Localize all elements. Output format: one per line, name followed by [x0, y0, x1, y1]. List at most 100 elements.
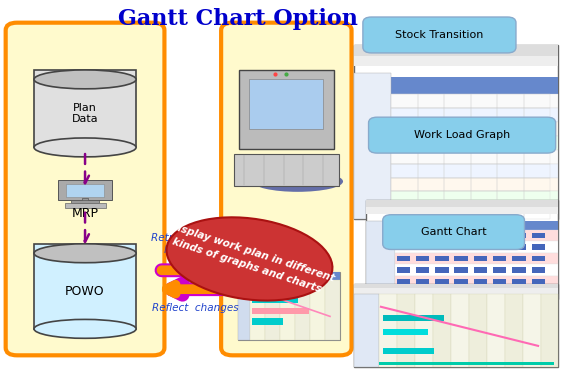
- FancyBboxPatch shape: [391, 191, 558, 205]
- FancyBboxPatch shape: [454, 233, 468, 239]
- FancyBboxPatch shape: [354, 284, 558, 289]
- FancyBboxPatch shape: [523, 294, 540, 367]
- FancyBboxPatch shape: [354, 288, 558, 294]
- FancyBboxPatch shape: [325, 280, 340, 340]
- FancyBboxPatch shape: [512, 267, 526, 273]
- FancyBboxPatch shape: [473, 279, 487, 284]
- Text: MRP: MRP: [71, 207, 99, 220]
- FancyBboxPatch shape: [395, 230, 558, 241]
- FancyBboxPatch shape: [395, 253, 558, 264]
- FancyBboxPatch shape: [512, 290, 526, 296]
- FancyBboxPatch shape: [391, 205, 558, 219]
- FancyBboxPatch shape: [295, 280, 310, 340]
- FancyBboxPatch shape: [252, 296, 298, 303]
- FancyBboxPatch shape: [366, 200, 558, 207]
- Text: Gantt Chart: Gantt Chart: [421, 227, 486, 237]
- FancyBboxPatch shape: [395, 276, 558, 287]
- FancyBboxPatch shape: [493, 233, 506, 239]
- FancyBboxPatch shape: [391, 122, 558, 136]
- Text: Reflect  changes: Reflect changes: [153, 303, 239, 313]
- FancyBboxPatch shape: [252, 318, 283, 325]
- FancyBboxPatch shape: [531, 279, 545, 284]
- FancyBboxPatch shape: [396, 233, 410, 239]
- FancyBboxPatch shape: [415, 294, 433, 367]
- FancyBboxPatch shape: [391, 94, 558, 108]
- FancyBboxPatch shape: [416, 279, 429, 284]
- FancyBboxPatch shape: [354, 73, 391, 219]
- FancyBboxPatch shape: [366, 221, 395, 299]
- FancyBboxPatch shape: [71, 200, 99, 203]
- FancyBboxPatch shape: [383, 329, 428, 335]
- FancyBboxPatch shape: [512, 279, 526, 284]
- FancyBboxPatch shape: [435, 233, 448, 239]
- FancyBboxPatch shape: [366, 207, 558, 214]
- Ellipse shape: [252, 171, 343, 192]
- FancyBboxPatch shape: [493, 244, 506, 250]
- FancyBboxPatch shape: [354, 294, 379, 367]
- Ellipse shape: [34, 244, 136, 263]
- FancyBboxPatch shape: [454, 256, 468, 261]
- FancyBboxPatch shape: [512, 233, 526, 239]
- FancyBboxPatch shape: [66, 184, 104, 197]
- Ellipse shape: [34, 70, 136, 89]
- FancyBboxPatch shape: [395, 221, 558, 230]
- FancyBboxPatch shape: [383, 349, 434, 354]
- FancyBboxPatch shape: [451, 294, 469, 367]
- FancyBboxPatch shape: [454, 290, 468, 296]
- FancyBboxPatch shape: [397, 294, 415, 367]
- Text: Work Load Graph: Work Load Graph: [414, 130, 510, 140]
- FancyBboxPatch shape: [473, 244, 487, 250]
- FancyBboxPatch shape: [416, 290, 429, 296]
- Text: Display work plan in different
kinds of graphs and charts: Display work plan in different kinds of …: [163, 221, 336, 297]
- FancyBboxPatch shape: [531, 233, 545, 239]
- Text: Retrieve  only in-
house order: Retrieve only in- house order: [151, 233, 240, 255]
- FancyBboxPatch shape: [473, 267, 487, 273]
- FancyBboxPatch shape: [34, 70, 136, 147]
- FancyBboxPatch shape: [251, 280, 265, 340]
- FancyBboxPatch shape: [391, 178, 558, 191]
- FancyBboxPatch shape: [369, 117, 556, 153]
- FancyBboxPatch shape: [493, 256, 506, 261]
- FancyBboxPatch shape: [354, 45, 558, 56]
- Ellipse shape: [34, 138, 136, 157]
- FancyBboxPatch shape: [435, 267, 448, 273]
- FancyBboxPatch shape: [505, 294, 523, 367]
- FancyBboxPatch shape: [435, 279, 448, 284]
- FancyBboxPatch shape: [435, 244, 448, 250]
- FancyBboxPatch shape: [383, 315, 444, 321]
- FancyBboxPatch shape: [238, 280, 251, 340]
- FancyBboxPatch shape: [363, 17, 516, 53]
- FancyBboxPatch shape: [416, 244, 429, 250]
- FancyBboxPatch shape: [238, 272, 340, 280]
- FancyBboxPatch shape: [391, 164, 558, 178]
- FancyBboxPatch shape: [239, 70, 334, 149]
- FancyBboxPatch shape: [238, 272, 340, 340]
- FancyBboxPatch shape: [58, 180, 112, 200]
- FancyBboxPatch shape: [82, 198, 88, 201]
- FancyBboxPatch shape: [221, 23, 352, 355]
- FancyBboxPatch shape: [366, 200, 558, 299]
- Ellipse shape: [167, 217, 332, 301]
- FancyBboxPatch shape: [493, 279, 506, 284]
- FancyBboxPatch shape: [65, 203, 105, 208]
- FancyBboxPatch shape: [531, 290, 545, 296]
- Text: Gantt Chart Option: Gantt Chart Option: [118, 8, 358, 30]
- FancyBboxPatch shape: [454, 244, 468, 250]
- FancyBboxPatch shape: [280, 280, 295, 340]
- FancyBboxPatch shape: [354, 56, 558, 66]
- FancyBboxPatch shape: [454, 279, 468, 284]
- FancyBboxPatch shape: [234, 154, 339, 186]
- FancyBboxPatch shape: [512, 256, 526, 261]
- FancyBboxPatch shape: [396, 267, 410, 273]
- FancyBboxPatch shape: [493, 267, 506, 273]
- FancyBboxPatch shape: [486, 294, 505, 367]
- FancyBboxPatch shape: [265, 280, 280, 340]
- FancyBboxPatch shape: [540, 294, 558, 367]
- FancyBboxPatch shape: [531, 244, 545, 250]
- Text: Stock Transition: Stock Transition: [395, 30, 484, 40]
- FancyBboxPatch shape: [435, 256, 448, 261]
- FancyBboxPatch shape: [395, 241, 558, 253]
- FancyBboxPatch shape: [435, 290, 448, 296]
- FancyBboxPatch shape: [379, 294, 397, 367]
- FancyBboxPatch shape: [252, 308, 308, 314]
